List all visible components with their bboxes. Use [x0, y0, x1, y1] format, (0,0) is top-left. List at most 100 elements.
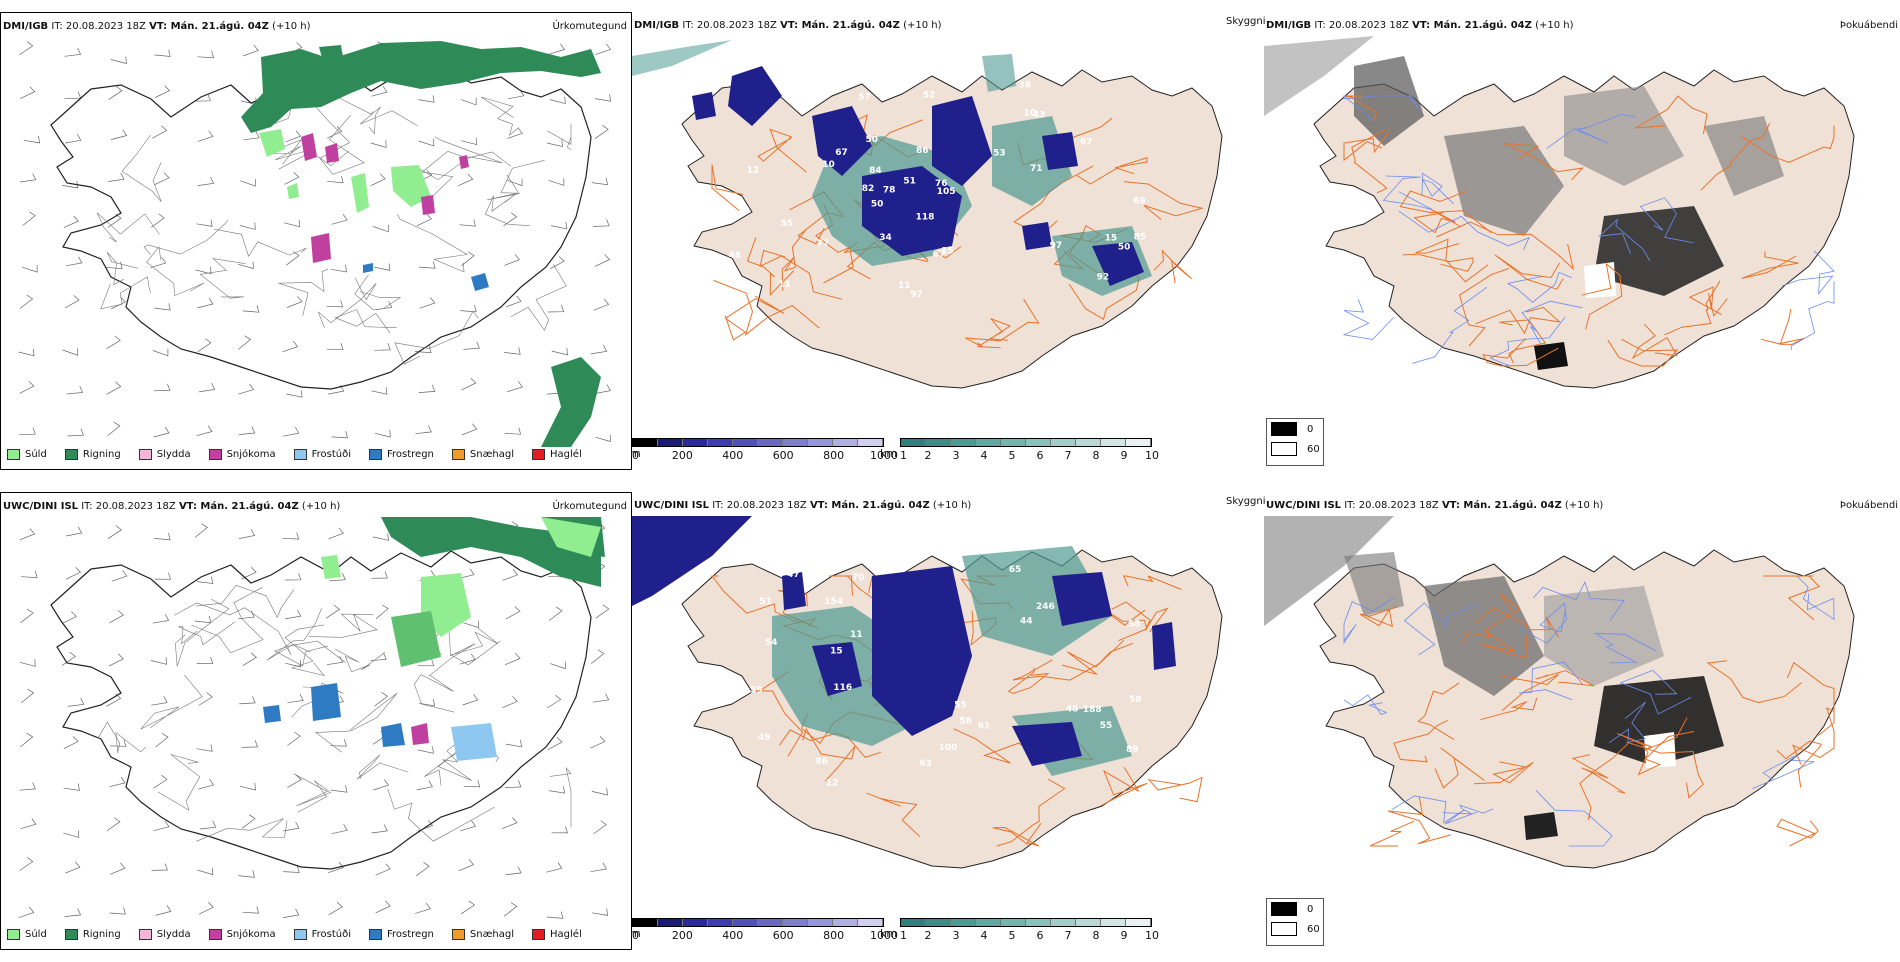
road-line — [1700, 122, 1771, 191]
wind-barb — [507, 381, 523, 393]
wind-barb — [106, 381, 122, 395]
wind-barb — [153, 774, 168, 789]
wind-barb — [375, 863, 391, 876]
road-line — [121, 134, 162, 202]
lead-time: (+10 h) — [1535, 20, 1574, 31]
visibility-panel: DMI/IGB IT: 20.08.2023 18Z VT: Mán. 21.á… — [630, 12, 1266, 470]
wind-barb — [283, 426, 300, 437]
road-line — [266, 608, 322, 661]
wind-barb — [419, 297, 436, 309]
wind-barb — [109, 739, 127, 747]
river-line — [1343, 95, 1420, 122]
init-time: IT: 20.08.2023 18Z — [1314, 20, 1409, 31]
wind-barb — [372, 533, 389, 541]
fog-legend-swatch — [1271, 442, 1297, 456]
river-line — [1608, 701, 1646, 744]
road-line — [1786, 661, 1835, 736]
cloud-base-label: 118 — [916, 213, 935, 223]
colorbar-cell — [1126, 439, 1151, 446]
cloud-base-label: 85 — [1134, 232, 1147, 242]
model-label: DMI/IGB — [634, 20, 680, 31]
panel-header: UWC/DINI ISL IT: 20.08.2023 18Z VT: Mán.… — [3, 501, 340, 513]
fog-legend-item: 0 — [1267, 899, 1323, 919]
wind-barb — [326, 300, 344, 308]
road-line — [96, 212, 160, 243]
wind-barb — [21, 570, 38, 578]
wind-barb — [19, 782, 36, 791]
road-line — [1369, 820, 1415, 847]
wind-barb — [548, 178, 565, 186]
wind-barb — [283, 865, 300, 873]
precip-legend-label: Slydda — [156, 928, 191, 940]
river-line — [1546, 113, 1636, 149]
cloud-base-label: 15 — [941, 247, 954, 257]
colorbar-tick-label: 10 — [1145, 929, 1159, 942]
wind-barb — [595, 434, 611, 442]
lead-time: (+10 h) — [932, 500, 972, 511]
precip-legend-label: Rigning — [82, 928, 121, 940]
road-line — [1494, 254, 1564, 290]
lead-time: (+10 h) — [272, 21, 311, 32]
wind-barb — [67, 697, 85, 707]
river-line — [1343, 694, 1388, 716]
road-line — [802, 727, 856, 782]
wind-barb — [547, 304, 565, 313]
precip-legend-swatch — [64, 928, 78, 940]
wind-barb — [590, 344, 608, 355]
wind-barb — [20, 818, 37, 830]
precip-legend-item: Snæhagl — [451, 928, 514, 940]
wind-barb — [19, 659, 36, 667]
wind-barb — [285, 609, 302, 620]
road-line — [547, 123, 572, 151]
colorbar-cell — [683, 919, 708, 926]
cloud-base-unit: m — [630, 927, 641, 940]
wind-barb — [550, 661, 566, 670]
precip-legend-label: Frostúði — [311, 448, 351, 460]
cloud-base-label: 11 — [778, 280, 791, 290]
cloud-base-colorbar: 0 200 400 600 800 1000 m — [630, 438, 898, 464]
colorbar-cell — [901, 439, 926, 446]
wind-barb — [374, 263, 391, 271]
colorbar-cell — [758, 439, 783, 446]
road-line — [510, 264, 567, 331]
lead-time: (+10 h) — [903, 20, 942, 31]
cloud-base-label: 12 — [747, 166, 760, 176]
wind-barb — [374, 429, 391, 438]
road-line — [1343, 129, 1391, 162]
model-label: UWC/DINI ISL — [634, 500, 710, 511]
wind-barb — [331, 824, 348, 835]
init-time: IT: 20.08.2023 18Z — [712, 500, 807, 511]
river-line — [1342, 299, 1394, 340]
wind-barb — [155, 733, 169, 748]
wind-barb — [502, 695, 518, 709]
road-line — [278, 269, 329, 316]
road-line — [421, 150, 512, 201]
wind-barb — [546, 862, 563, 873]
colorbar-cell — [1026, 919, 1051, 926]
road-line — [710, 575, 799, 624]
wind-barb — [551, 221, 568, 230]
road-line — [1462, 593, 1521, 645]
cloud-base-label: 67 — [933, 250, 946, 260]
wind-barb — [111, 129, 128, 140]
wind-barb — [196, 576, 214, 584]
cloud-base-label: 54 — [765, 638, 778, 648]
road-line — [1417, 682, 1460, 741]
wind-barb — [197, 130, 214, 142]
wind-barb — [592, 693, 610, 703]
wind-barb — [108, 653, 124, 667]
wind-barbs — [18, 41, 612, 442]
wind-barb — [239, 222, 256, 230]
fog-map — [1264, 516, 1855, 869]
fog-legend: 0 60 — [1266, 418, 1324, 466]
precip-legend-label: Slydda — [156, 448, 191, 460]
cloud-base-colorbar-cells — [632, 918, 884, 927]
wind-barb — [507, 127, 523, 139]
wind-barb — [240, 179, 256, 187]
wind-barb — [23, 135, 41, 144]
wind-barb — [374, 692, 389, 707]
road-line — [308, 613, 378, 638]
road-line — [1535, 670, 1595, 687]
river-line — [1752, 754, 1815, 789]
road-line — [1359, 606, 1399, 628]
